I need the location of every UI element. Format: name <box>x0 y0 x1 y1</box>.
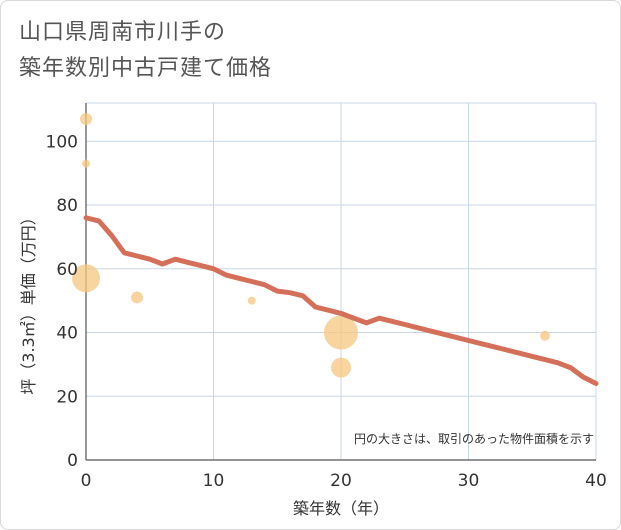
grid-lines <box>86 102 597 460</box>
x-tick-label: 40 <box>585 471 607 491</box>
bubble-point <box>72 264 100 293</box>
bubble-point <box>331 357 351 378</box>
x-tick-label: 10 <box>203 471 225 491</box>
y-tick-label: 80 <box>56 196 78 216</box>
bubble-point <box>324 315 358 350</box>
x-tick-label: 0 <box>81 471 92 491</box>
average-line-series <box>83 215 599 386</box>
y-axis-label: 坪（3.3㎡）単価（万円） <box>19 209 38 394</box>
tick-labels: 0 10 20 30 40 0 20 40 60 80 100 <box>46 132 607 491</box>
bubble-series <box>72 112 550 378</box>
y-tick-label: 40 <box>56 324 78 344</box>
bubble-point <box>131 291 143 304</box>
size-annotation: 円の大きさは、取引のあった物件面積を示す <box>354 431 594 446</box>
y-tick-label: 0 <box>67 451 78 471</box>
x-axis-label: 築年数（年） <box>293 499 389 518</box>
chart-title: 山口県周南市川手の 築年数別中古戸建て価格 <box>19 20 273 81</box>
y-tick-label: 100 <box>46 132 78 152</box>
bubble-point <box>540 330 550 341</box>
bubble-point <box>82 159 90 168</box>
bubble-point <box>80 112 92 125</box>
y-tick-label: 60 <box>56 260 78 280</box>
y-tick-label: 20 <box>56 387 78 407</box>
x-tick-label: 30 <box>458 471 480 491</box>
bubble-point <box>247 296 256 305</box>
x-tick-label: 20 <box>330 471 352 491</box>
average-price-line <box>83 215 599 386</box>
